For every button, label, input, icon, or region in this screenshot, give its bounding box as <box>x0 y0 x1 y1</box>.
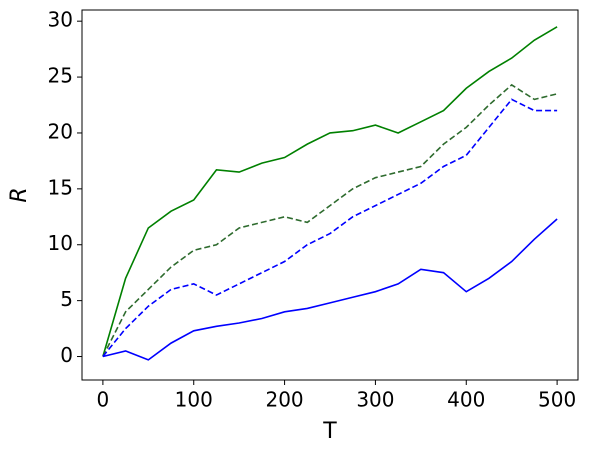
y-tick-label: 15 <box>48 175 73 199</box>
x-tick-label: 200 <box>265 388 303 412</box>
y-tick-label: 20 <box>48 119 73 143</box>
series-line <box>102 26 558 357</box>
x-tick-label: 100 <box>175 388 213 412</box>
x-axis-label: T <box>322 419 337 444</box>
y-tick-label: 25 <box>48 64 73 88</box>
series-line <box>102 98 558 358</box>
y-axis-label: R <box>7 187 32 202</box>
x-tick-label: 0 <box>97 388 110 412</box>
x-tick-label: 400 <box>447 388 485 412</box>
y-tick-label: 30 <box>48 8 73 32</box>
plot-frame <box>81 9 579 381</box>
x-tick-label: 500 <box>538 388 576 412</box>
y-tick-label: 0 <box>60 343 73 367</box>
series-line <box>102 218 558 361</box>
y-tick-label: 10 <box>48 231 73 255</box>
series-line <box>102 83 558 357</box>
y-tick-label: 5 <box>60 287 73 311</box>
x-tick-label: 300 <box>356 388 394 412</box>
